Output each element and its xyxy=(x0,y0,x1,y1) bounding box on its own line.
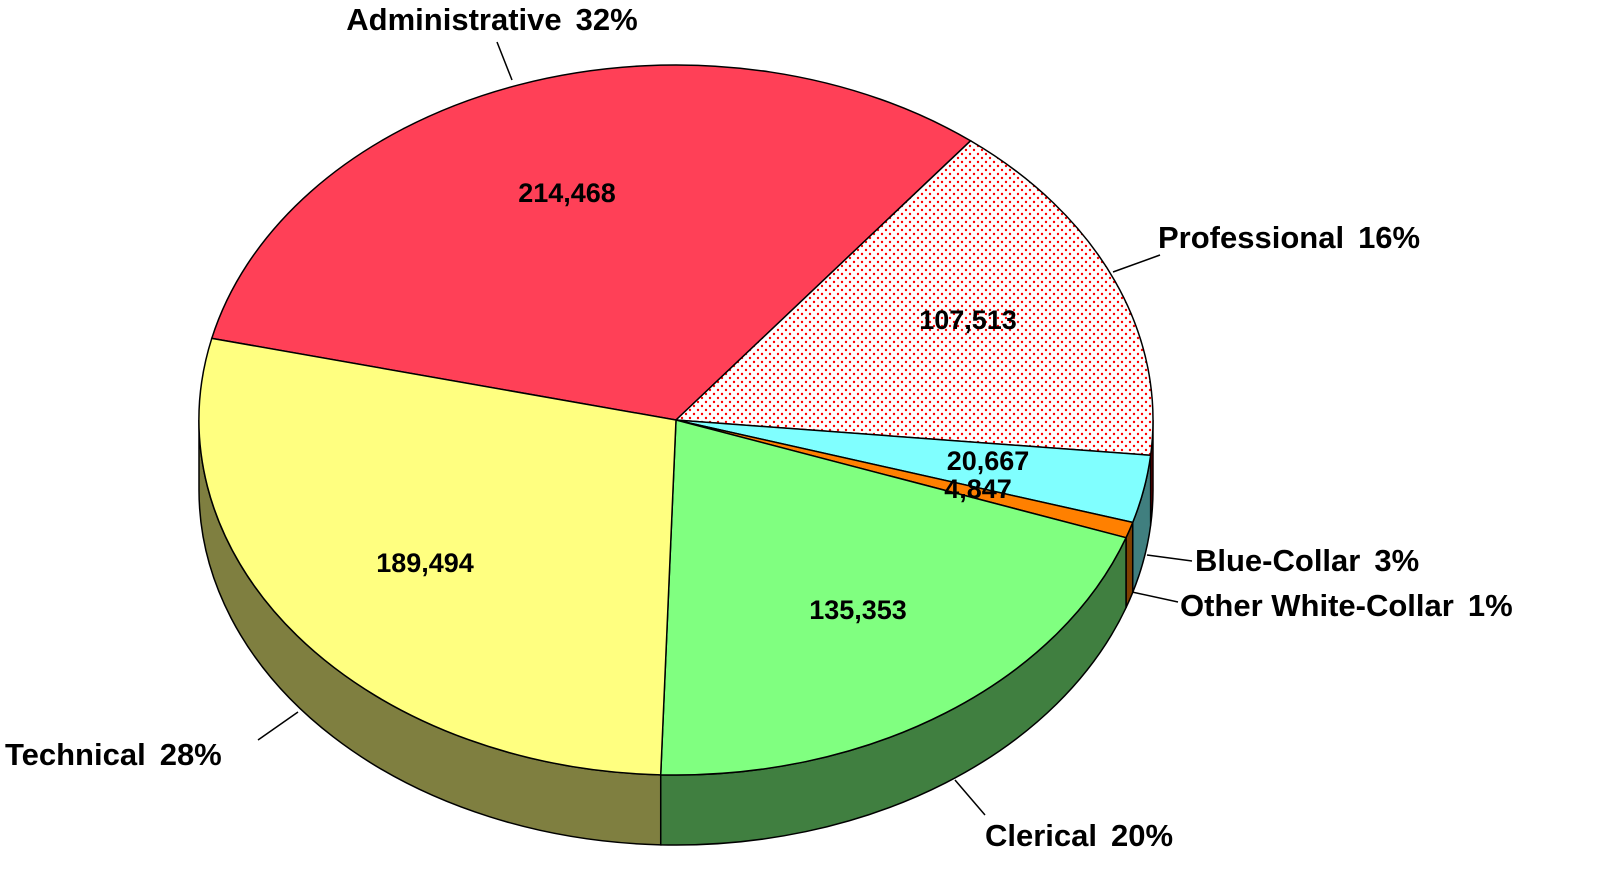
leader-line xyxy=(496,41,513,81)
slice xyxy=(210,64,972,421)
percent-label: 20% xyxy=(1111,818,1173,853)
category-name: Administrative xyxy=(346,2,561,37)
value-label: 4,847 xyxy=(944,474,1012,504)
leader-line xyxy=(954,779,986,816)
slice-label: Professional 16% xyxy=(1158,220,1420,255)
percent-label: 32% xyxy=(576,2,638,37)
leader-line xyxy=(1131,591,1179,603)
slice xyxy=(659,419,1128,776)
percent-label: 3% xyxy=(1374,543,1419,578)
value-label: 135,353 xyxy=(809,595,907,625)
percent-label: 16% xyxy=(1358,220,1420,255)
value-label: 189,494 xyxy=(376,548,474,578)
slice-label: Clerical 20% xyxy=(985,818,1173,853)
category-name: Clerical xyxy=(985,818,1097,853)
leader-line xyxy=(1146,554,1193,562)
slice-label: Blue-Collar 3% xyxy=(1195,543,1419,578)
slice-label: Administrative 32% xyxy=(346,2,637,37)
value-label: 214,468 xyxy=(518,178,616,208)
leader-line xyxy=(257,711,299,741)
slice xyxy=(674,139,1154,457)
slice-label: Technical 28% xyxy=(5,737,222,772)
category-name: Technical xyxy=(5,737,146,772)
category-name: Blue-Collar xyxy=(1195,543,1360,578)
category-name: Professional xyxy=(1158,220,1344,255)
value-label: 20,667 xyxy=(947,446,1030,476)
value-label: 107,513 xyxy=(919,305,1017,335)
category-name: Other White-Collar xyxy=(1180,588,1454,623)
percent-label: 1% xyxy=(1468,588,1513,623)
slice xyxy=(198,337,677,776)
slice-label: Other White-Collar 1% xyxy=(1180,588,1513,623)
percent-label: 28% xyxy=(160,737,222,772)
leader-line xyxy=(1112,254,1161,273)
